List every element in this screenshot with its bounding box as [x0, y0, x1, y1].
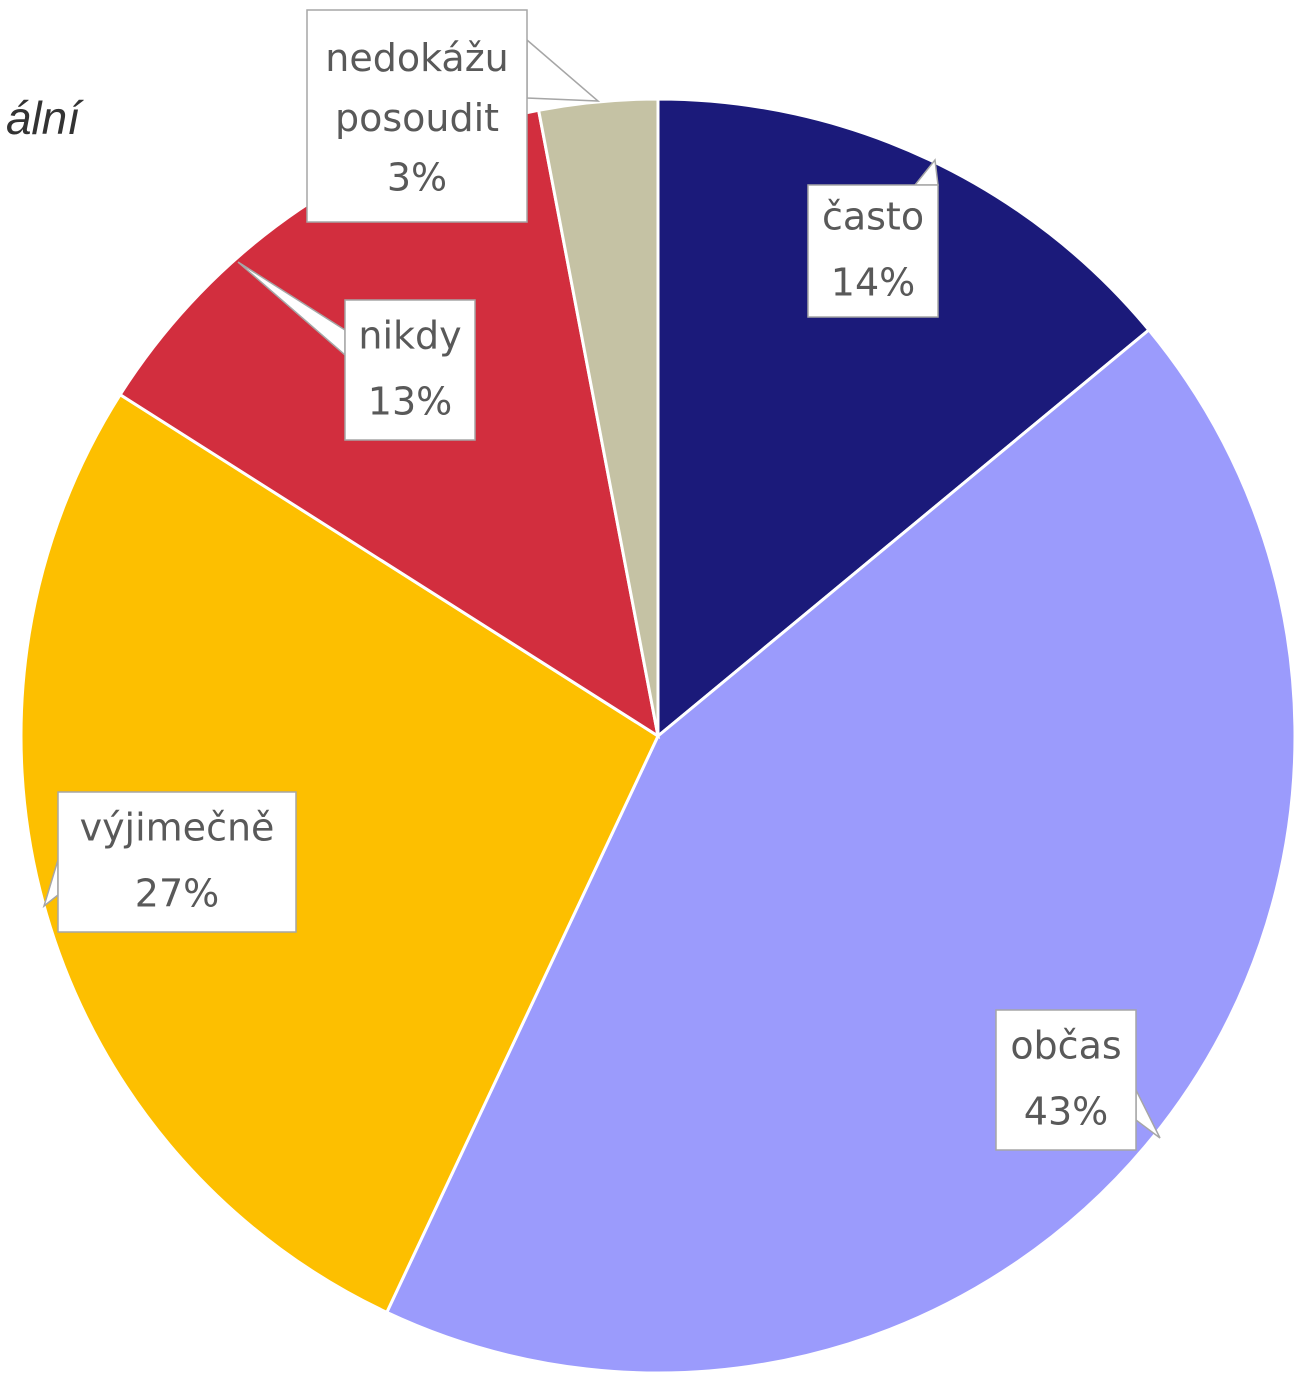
- label-box: [344, 299, 476, 441]
- label-name-line: posoudit: [335, 96, 499, 140]
- label-name: občas: [1010, 1024, 1121, 1068]
- label-box: [995, 1009, 1137, 1151]
- pie-slice: [536, 97, 660, 737]
- chart-title: ální: [6, 92, 84, 144]
- label-pointer: [526, 38, 601, 102]
- label-box: [57, 791, 297, 933]
- label-value: 43%: [1024, 1090, 1108, 1134]
- label-value: 13%: [368, 380, 452, 424]
- label-name: nikdy: [358, 314, 461, 358]
- label-name: často: [822, 195, 924, 239]
- label-name-line: nedokážu: [325, 36, 509, 80]
- labels: často 14% občas 43% výjimečně 27% nikdy 13% nedo…: [42, 9, 1161, 1151]
- label-value: 3%: [387, 156, 447, 200]
- label-box: [306, 9, 528, 223]
- label-name: nedokážu posoudit: [325, 36, 509, 140]
- pie-slice: [656, 97, 1151, 740]
- label-name: výjimečně: [80, 806, 275, 850]
- pie: [19, 97, 1297, 1373]
- pie-slice: [19, 392, 660, 1315]
- label-value: 27%: [135, 872, 219, 916]
- label-value: 14%: [831, 261, 915, 305]
- label-box: [807, 184, 939, 318]
